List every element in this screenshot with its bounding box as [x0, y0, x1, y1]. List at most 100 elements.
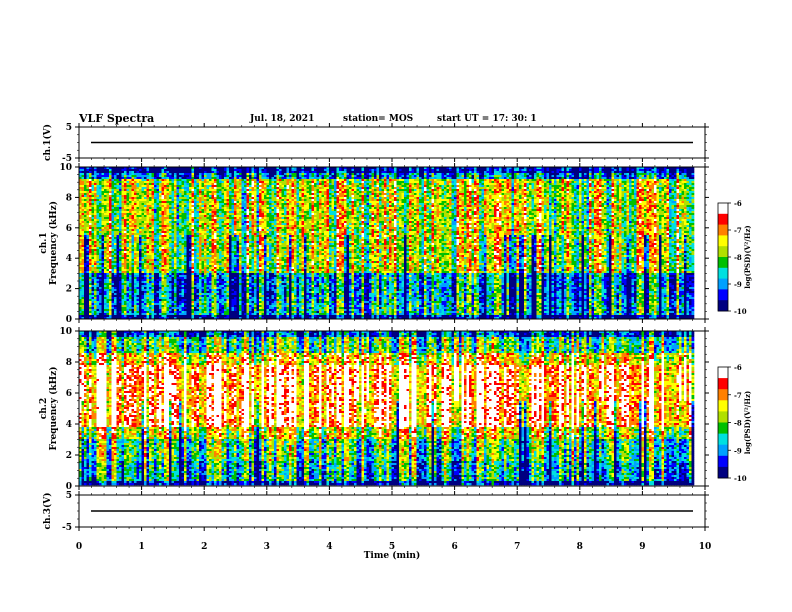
colorbar-swatch — [718, 396, 728, 399]
colorbar-swatch — [718, 411, 728, 414]
colorbar-label: log(PSD)(V²/Hz) — [743, 391, 752, 455]
colorbar-swatch — [718, 433, 728, 436]
y-tick-label: 4 — [66, 254, 72, 264]
colorbar-swatch — [718, 398, 728, 401]
x-tick-label: 8 — [577, 542, 583, 552]
y-tick-label: 2 — [66, 451, 72, 461]
colorbar-swatch — [718, 249, 728, 252]
colorbar-swatch — [718, 235, 728, 238]
colorbar-tick-label: -6 — [734, 199, 742, 208]
colorbar-swatch — [718, 248, 728, 251]
colorbar-swatch — [718, 376, 728, 379]
colorbar-swatch — [718, 273, 728, 276]
y-tick-label: 5 — [66, 491, 72, 501]
x-tick-label: 6 — [451, 542, 457, 552]
colorbar-swatch — [718, 431, 728, 434]
colorbar-swatch — [718, 415, 728, 418]
colorbar-swatch — [718, 368, 728, 372]
y-tick-label: 10 — [59, 327, 72, 337]
colorbar-swatch — [718, 470, 728, 473]
colorbar-swatch — [718, 296, 728, 299]
colorbar-swatch — [718, 383, 728, 386]
colorbar-swatch — [718, 392, 728, 396]
colorbar-swatch — [718, 222, 728, 225]
colorbar-swatch — [718, 212, 728, 215]
colorbar-swatch — [718, 303, 728, 306]
colorbar-swatch — [718, 450, 728, 453]
colorbar-swatch — [718, 381, 728, 385]
colorbar-swatch — [718, 289, 728, 292]
colorbar-swatch — [718, 370, 728, 373]
y-tick-label: 6 — [66, 224, 72, 234]
colorbar-swatch — [718, 442, 728, 446]
x-tick-label: 4 — [326, 542, 332, 552]
colorbar-swatch — [718, 302, 728, 305]
colorbar-swatch — [718, 405, 728, 409]
x-tick-label: 5 — [389, 542, 395, 552]
colorbar-swatch — [718, 298, 728, 301]
colorbar-swatch — [718, 407, 728, 410]
colorbar-tick-label: -6 — [734, 363, 742, 372]
colorbar-label: log(PSD)(V²/Hz) — [743, 225, 752, 289]
colorbar-swatch — [718, 253, 728, 256]
colorbar-tick-label: -10 — [734, 474, 747, 483]
plot-title: VLF Spectra — [79, 112, 154, 125]
colorbar-tick-label: -7 — [734, 391, 742, 400]
colorbar-swatch — [718, 435, 728, 438]
colorbar-swatch — [718, 389, 728, 392]
colorbar-swatch — [718, 385, 728, 388]
colorbar-swatch — [718, 374, 728, 377]
y-tick-label: -5 — [62, 154, 72, 164]
colorbar-swatch — [718, 457, 728, 460]
start-time-label: start UT = 17: 30: 1 — [437, 114, 537, 124]
y-axis-label: ch.1 — [39, 232, 49, 253]
x-tick-label: 9 — [639, 542, 645, 552]
colorbar-swatch — [718, 428, 728, 431]
colorbar-swatch — [718, 429, 728, 433]
colorbar-swatch — [718, 426, 728, 429]
colorbar-swatch — [718, 239, 728, 242]
colorbar-swatch — [718, 210, 728, 213]
colorbar-swatch — [718, 251, 728, 254]
colorbar-swatch — [718, 282, 728, 285]
x-tick-label: 3 — [264, 542, 270, 552]
colorbar-swatch — [718, 278, 728, 281]
colorbar-swatch — [718, 372, 728, 375]
colorbar-swatch — [718, 463, 728, 466]
x-axis-label: Time (min) — [364, 550, 421, 561]
colorbar-swatch — [718, 446, 728, 449]
colorbar-swatch — [718, 233, 728, 236]
colorbar-swatch — [718, 244, 728, 247]
colorbar-swatch — [718, 206, 728, 209]
y-tick-label: 10 — [59, 163, 72, 173]
colorbar-swatch — [718, 276, 728, 279]
colorbar-swatch — [718, 226, 728, 229]
colorbar-swatch — [718, 476, 728, 479]
colorbar-swatch — [718, 280, 728, 283]
colorbar-swatch — [718, 394, 728, 397]
y-axis-label: ch.3(V) — [42, 493, 53, 530]
colorbar-swatch — [718, 418, 728, 422]
x-tick-label: 0 — [76, 542, 82, 552]
colorbar-tick-label: -9 — [734, 446, 742, 455]
y-axis-label: ch.2 — [39, 398, 49, 419]
y-axis-label: Frequency (kHz) — [48, 201, 59, 285]
colorbar-swatch — [718, 260, 728, 263]
colorbar-swatch — [718, 230, 728, 233]
colorbar-swatch — [718, 237, 728, 240]
colorbar-swatch — [718, 269, 728, 272]
colorbar-swatch — [718, 468, 728, 471]
colorbar-swatch — [718, 472, 728, 475]
colorbar-swatch — [718, 466, 728, 470]
colorbar-swatch — [718, 437, 728, 440]
y-tick-label: 6 — [66, 389, 72, 399]
colorbar-swatch — [718, 285, 728, 288]
colorbar-swatch — [718, 441, 728, 444]
colorbar-swatch — [718, 266, 728, 269]
colorbar-swatch — [718, 255, 728, 258]
colorbar-swatch — [718, 455, 728, 459]
colorbar-swatch — [718, 309, 728, 312]
y-tick-label: 0 — [66, 315, 72, 325]
colorbar-swatch — [718, 221, 728, 224]
colorbar-swatch — [718, 424, 728, 427]
